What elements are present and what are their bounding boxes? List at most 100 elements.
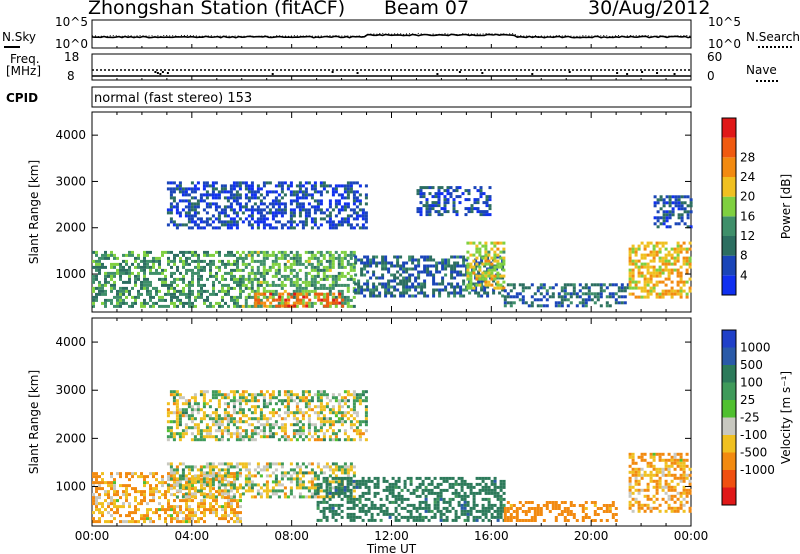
power-cell [265,280,269,284]
power-cell [310,304,314,308]
power-cell [149,259,152,263]
velocity-cell [268,402,272,406]
power-cell [196,187,200,191]
velocity-cell [340,486,344,490]
velocity-cell [406,518,410,522]
power-cell [352,286,356,290]
power-cell [259,304,263,308]
velocity-cell [217,489,221,493]
velocity-cell [352,411,356,415]
velocity-cell [173,511,176,515]
power-cell [232,199,236,203]
power-cell [462,264,466,268]
power-ytick-label: 2000 [55,221,86,235]
velocity-cell [188,511,191,515]
velocity-cell [209,478,212,482]
power-cell [587,286,591,290]
velocity-cell [466,500,470,504]
power-cell [331,286,335,290]
velocity-cell [319,390,323,394]
power-cell [280,280,284,284]
power-cell [453,267,457,271]
power-cell [331,265,335,269]
power-cell [343,208,347,212]
velocity-cell [313,492,317,496]
velocity-cell [230,505,233,509]
power-cell [478,241,482,245]
power-cell [265,283,269,287]
velocity-cell [340,414,344,418]
power-cell [462,294,466,298]
velocity-cell [334,432,338,436]
power-cell [437,192,441,196]
power-cell [289,217,293,221]
velocity-cell [466,515,470,519]
velocity-cell [442,497,446,501]
freq-blip [166,72,169,74]
power-cell [250,211,254,215]
velocity-cell [496,515,500,519]
velocity-cell [499,503,503,507]
velocity-cell [232,495,236,499]
power-cell [676,283,680,287]
velocity-cell [233,511,236,515]
velocity-cell [215,502,218,506]
velocity-cell [334,485,338,489]
velocity-cell [295,420,299,424]
power-cell [173,262,176,266]
velocity-cell [490,515,494,519]
power-cell [655,241,659,245]
power-cell [199,220,203,224]
power-cell [241,268,245,272]
velocity-cell [352,405,356,409]
velocity-cell [310,468,314,472]
power-cell [652,265,656,269]
velocity-cell [364,482,368,486]
power-cell [316,265,320,269]
velocity-cell [334,488,338,492]
velocity-cell [292,393,296,397]
velocity-cell [140,499,143,503]
velocity-cell [301,426,305,430]
velocity-cell [310,492,314,496]
velocity-cell [388,482,392,486]
power-cell [679,277,683,281]
power-cell [653,216,657,220]
power-cell [646,268,650,272]
power-cell [184,190,188,194]
power-cell [205,196,209,200]
velocity-cell [178,393,182,397]
power-cell [405,267,409,271]
power-cell [328,250,332,254]
power-cell [262,217,266,221]
velocity-cell [250,399,254,403]
power-cell [674,204,678,208]
velocity-cell [253,495,257,499]
power-cell [116,298,119,302]
power-cell [521,301,525,305]
power-cell [667,274,671,278]
velocity-cell [217,486,221,490]
power-cell [319,202,323,206]
velocity-cell [113,487,116,491]
power-cell [250,250,254,254]
velocity-cell [211,423,215,427]
power-cell [509,301,513,305]
power-cell [250,286,254,290]
power-cell [490,268,494,272]
power-cell [244,283,248,287]
power-cell [101,283,104,287]
power-cell [337,262,341,266]
power-cell [338,295,342,299]
power-cell [238,202,242,206]
power-cell [113,280,116,284]
velocity-cell [490,503,494,507]
power-cell [486,294,490,298]
velocity-cell [442,512,446,516]
velocity-cell [409,479,413,483]
velocity-cell [271,489,275,493]
power-cell [257,292,261,296]
velocity-cell [472,500,476,504]
power-cell [466,286,470,290]
velocity-cell [190,477,194,481]
